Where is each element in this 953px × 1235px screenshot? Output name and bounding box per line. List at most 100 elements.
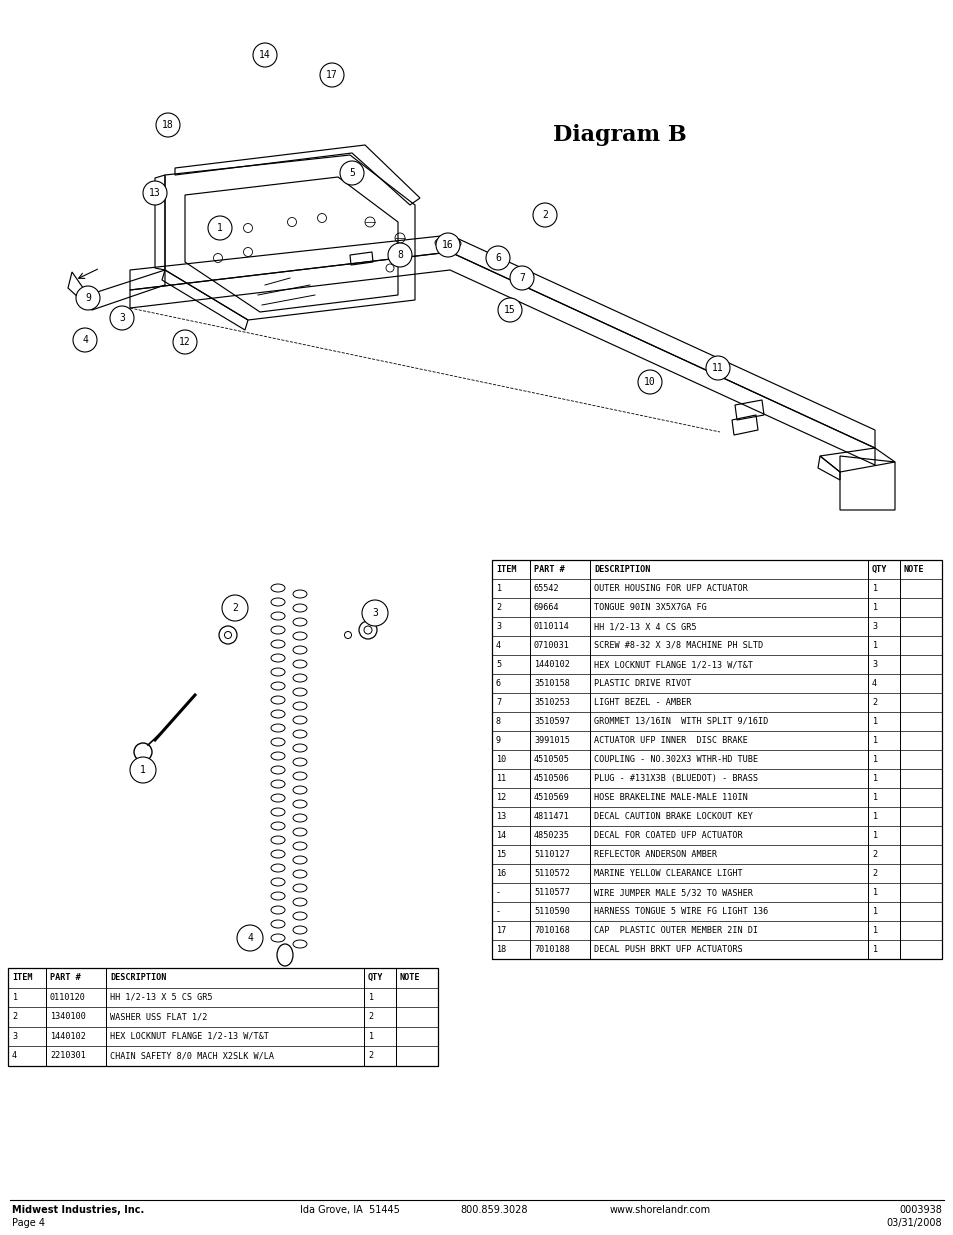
Text: 4811471: 4811471 <box>534 811 569 821</box>
Text: 3: 3 <box>871 622 876 631</box>
Text: 3: 3 <box>496 622 500 631</box>
Bar <box>8 968 437 1066</box>
Text: Page 4: Page 4 <box>12 1218 45 1228</box>
Text: 3510158: 3510158 <box>534 679 569 688</box>
Text: 16: 16 <box>441 240 454 249</box>
Text: WIRE JUMPER MALE 5/32 TO WASHER: WIRE JUMPER MALE 5/32 TO WASHER <box>594 888 752 897</box>
Text: 4: 4 <box>247 932 253 944</box>
Text: 1: 1 <box>871 831 876 840</box>
Text: NOTE: NOTE <box>903 564 923 574</box>
Text: 1: 1 <box>12 993 17 1002</box>
Text: 4: 4 <box>871 679 876 688</box>
Circle shape <box>339 161 364 185</box>
Text: 11: 11 <box>711 363 723 373</box>
Text: 0710031: 0710031 <box>534 641 569 650</box>
Text: HOSE BRAKELINE MALE-MALE 110IN: HOSE BRAKELINE MALE-MALE 110IN <box>594 793 747 802</box>
Circle shape <box>705 356 729 380</box>
Text: 1: 1 <box>368 993 373 1002</box>
Text: 1340100: 1340100 <box>50 1013 86 1021</box>
Text: 10: 10 <box>496 755 506 764</box>
Text: WASHER USS FLAT 1/2: WASHER USS FLAT 1/2 <box>110 1013 207 1021</box>
Text: 1: 1 <box>871 736 876 745</box>
Text: 8: 8 <box>396 249 402 261</box>
Text: 1: 1 <box>871 603 876 613</box>
Text: 11: 11 <box>496 774 506 783</box>
Text: 5: 5 <box>349 168 355 178</box>
Text: 2210301: 2210301 <box>50 1051 86 1061</box>
Circle shape <box>236 925 263 951</box>
Text: 13: 13 <box>149 188 161 198</box>
Text: 4: 4 <box>12 1051 17 1061</box>
Text: 7010168: 7010168 <box>534 926 569 935</box>
Text: Midwest Industries, Inc.: Midwest Industries, Inc. <box>12 1205 144 1215</box>
Text: 0003938: 0003938 <box>898 1205 941 1215</box>
Text: 15: 15 <box>503 305 516 315</box>
Text: 0110114: 0110114 <box>534 622 569 631</box>
Text: LIGHT BEZEL - AMBER: LIGHT BEZEL - AMBER <box>594 698 691 706</box>
Bar <box>492 559 941 960</box>
Circle shape <box>319 63 344 86</box>
Text: HARNESS TONGUE 5 WIRE FG LIGHT 136: HARNESS TONGUE 5 WIRE FG LIGHT 136 <box>594 906 767 916</box>
Text: 6: 6 <box>496 679 500 688</box>
Circle shape <box>361 600 388 626</box>
Text: QTY: QTY <box>871 564 886 574</box>
Text: 3510253: 3510253 <box>534 698 569 706</box>
Circle shape <box>73 329 97 352</box>
Circle shape <box>208 216 232 240</box>
Text: 4850235: 4850235 <box>534 831 569 840</box>
Text: PART #: PART # <box>50 973 81 982</box>
Text: DECAL CAUTION BRAKE LOCKOUT KEY: DECAL CAUTION BRAKE LOCKOUT KEY <box>594 811 752 821</box>
Text: 17: 17 <box>496 926 506 935</box>
Text: 7: 7 <box>496 698 500 706</box>
Text: 15: 15 <box>496 850 506 860</box>
Text: COUPLING - NO.302X3 WTHR-HD TUBE: COUPLING - NO.302X3 WTHR-HD TUBE <box>594 755 758 764</box>
Circle shape <box>172 330 196 354</box>
Text: PLASTIC DRIVE RIVOT: PLASTIC DRIVE RIVOT <box>594 679 691 688</box>
Text: 69664: 69664 <box>534 603 559 613</box>
Circle shape <box>222 595 248 621</box>
Text: HEX LOCKNUT FLANGE 1/2-13 W/T&T: HEX LOCKNUT FLANGE 1/2-13 W/T&T <box>110 1031 269 1041</box>
Text: 1: 1 <box>140 764 146 776</box>
Circle shape <box>143 182 167 205</box>
Text: CAP  PLASTIC OUTER MEMBER 2IN DI: CAP PLASTIC OUTER MEMBER 2IN DI <box>594 926 758 935</box>
Text: 2: 2 <box>871 698 876 706</box>
Text: 2: 2 <box>541 210 547 220</box>
Text: 2: 2 <box>368 1051 373 1061</box>
Text: 800.859.3028: 800.859.3028 <box>459 1205 527 1215</box>
Text: 17: 17 <box>326 70 337 80</box>
Text: 5110590: 5110590 <box>534 906 569 916</box>
Circle shape <box>388 243 412 267</box>
Circle shape <box>156 112 180 137</box>
Text: 3991015: 3991015 <box>534 736 569 745</box>
Text: 8: 8 <box>496 718 500 726</box>
Text: NOTE: NOTE <box>399 973 420 982</box>
Text: 1: 1 <box>871 584 876 593</box>
Text: www.shorelandr.com: www.shorelandr.com <box>609 1205 710 1215</box>
Text: -: - <box>496 888 500 897</box>
Text: 2: 2 <box>232 603 237 613</box>
Circle shape <box>497 298 521 322</box>
Text: 1: 1 <box>871 641 876 650</box>
Text: Ida Grove, IA  51445: Ida Grove, IA 51445 <box>299 1205 399 1215</box>
Text: 4510505: 4510505 <box>534 755 569 764</box>
Text: REFLECTOR ANDERSON AMBER: REFLECTOR ANDERSON AMBER <box>594 850 717 860</box>
Text: 1: 1 <box>871 945 876 953</box>
Text: ACTUATOR UFP INNER  DISC BRAKE: ACTUATOR UFP INNER DISC BRAKE <box>594 736 747 745</box>
Text: 2: 2 <box>368 1013 373 1021</box>
Circle shape <box>253 43 276 67</box>
Text: 4: 4 <box>82 335 88 345</box>
Text: 65542: 65542 <box>534 584 559 593</box>
Text: PLUG - #131X3B (BLUEDOT) - BRASS: PLUG - #131X3B (BLUEDOT) - BRASS <box>594 774 758 783</box>
Text: -: - <box>496 906 500 916</box>
Text: 16: 16 <box>496 869 506 878</box>
Circle shape <box>76 287 100 310</box>
Text: DESCRIPTION: DESCRIPTION <box>594 564 650 574</box>
Circle shape <box>436 233 459 257</box>
Text: 4: 4 <box>496 641 500 650</box>
Text: 14: 14 <box>496 831 506 840</box>
Text: TONGUE 90IN 3X5X7GA FG: TONGUE 90IN 3X5X7GA FG <box>594 603 706 613</box>
Text: 5110577: 5110577 <box>534 888 569 897</box>
Text: 1: 1 <box>871 774 876 783</box>
Text: HH 1/2-13 X 5 CS GR5: HH 1/2-13 X 5 CS GR5 <box>110 993 213 1002</box>
Circle shape <box>485 246 510 270</box>
